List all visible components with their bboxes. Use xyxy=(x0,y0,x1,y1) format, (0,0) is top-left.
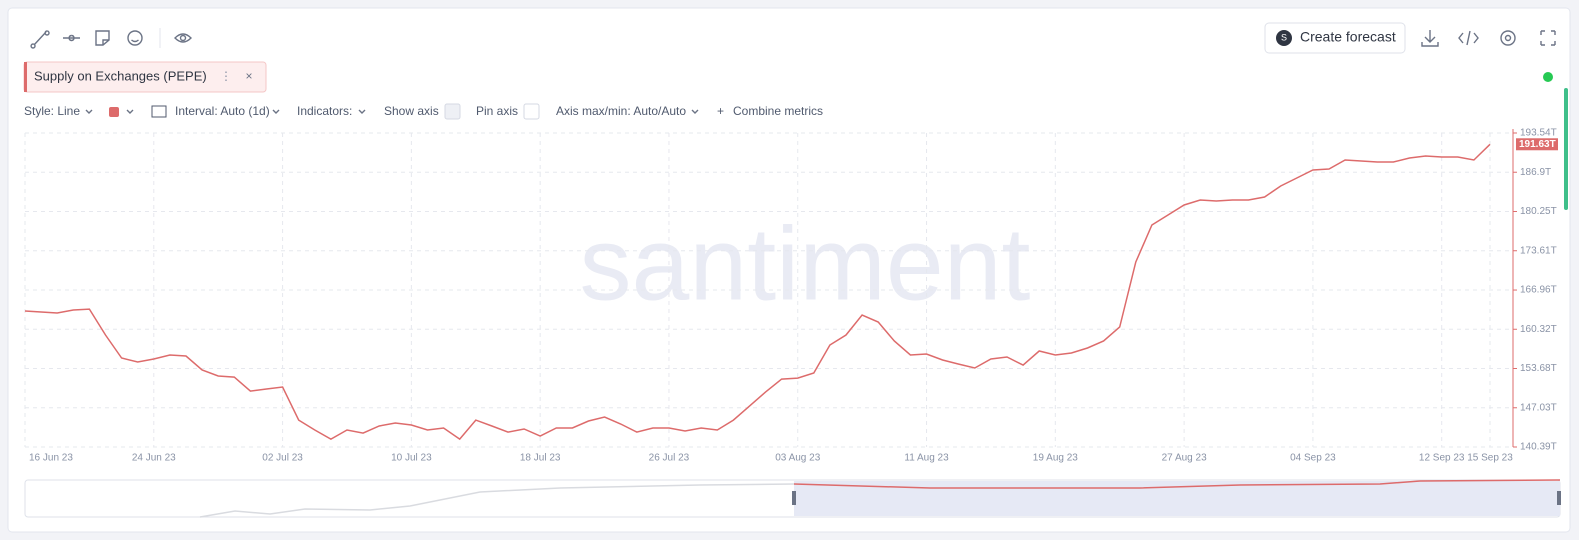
x-tick-label: 04 Sep 23 xyxy=(1290,453,1336,464)
last-value-box xyxy=(1516,138,1558,151)
svg-text:+: + xyxy=(717,104,724,118)
pin-axis-setting[interactable]: Pin axis xyxy=(476,104,518,118)
interval-setting[interactable]: Interval: Auto (1d) xyxy=(175,104,270,118)
y-tick-label: 166.96T xyxy=(1520,285,1557,296)
y-tick-label: 180.25T xyxy=(1520,206,1557,217)
show-axis-setting[interactable]: Show axis xyxy=(384,104,439,118)
card xyxy=(7,7,1571,533)
watermark: santiment xyxy=(580,206,1031,322)
x-tick-label: 19 Aug 23 xyxy=(1033,453,1078,464)
metric-name: Supply on Exchanges (PEPE) xyxy=(34,68,207,83)
sidebar-tab[interactable] xyxy=(1564,88,1568,210)
create-forecast-label: Create forecast xyxy=(1300,29,1396,45)
y-tick-label: 173.61T xyxy=(1520,245,1557,256)
style-setting[interactable]: Style: Line xyxy=(24,104,80,118)
right-tools[interactable] xyxy=(1421,30,1556,47)
status-dot xyxy=(1543,72,1553,82)
y-tick-label: 193.54T xyxy=(1520,128,1557,139)
svg-text:S: S xyxy=(1281,32,1287,42)
x-tick-label: 24 Jun 23 xyxy=(132,453,176,464)
last-value-label: 191.63T xyxy=(1519,139,1556,150)
x-tick-label: 16 Jun 23 xyxy=(29,453,73,464)
combine-metrics[interactable]: Combine metrics xyxy=(733,104,823,118)
x-tick-label: 27 Aug 23 xyxy=(1162,453,1207,464)
y-tick-label: 140.39T xyxy=(1520,442,1557,453)
x-tick-label: 11 Aug 23 xyxy=(904,453,949,464)
x-tick-label: 12 Sep 23 xyxy=(1419,453,1465,464)
y-tick-label: 153.68T xyxy=(1520,363,1557,374)
x-tick-label: 03 Aug 23 xyxy=(775,453,820,464)
x-tick-label: 26 Jul 23 xyxy=(649,453,690,464)
x-tick-label: 02 Jul 23 xyxy=(262,453,303,464)
series-line xyxy=(24,143,1491,441)
y-tick-label: 147.03T xyxy=(1520,402,1557,413)
navigator[interactable] xyxy=(24,479,1561,518)
create-forecast-button[interactable]: S Create forecast xyxy=(1264,22,1406,54)
settings-row[interactable]: Style: Line Interval: Auto (1d) Indicato… xyxy=(24,103,823,120)
indicators-setting[interactable]: Indicators: xyxy=(297,104,352,118)
x-tick-label: 18 Jul 23 xyxy=(520,453,561,464)
y-tick-label: 186.9T xyxy=(1520,167,1551,178)
x-tick-label: 10 Jul 23 xyxy=(391,453,432,464)
drawing-tools[interactable] xyxy=(30,28,192,49)
x-tick-label: 15 Sep 23 xyxy=(1467,453,1513,464)
svg-text:⋮: ⋮ xyxy=(220,69,232,83)
svg-text:×: × xyxy=(245,69,252,83)
axis-range-setting[interactable]: Axis max/min: Auto/Auto xyxy=(556,104,686,118)
plot: 140.39T 147.03T 153.68T 160.32T 166.96T 173.6… xyxy=(24,128,1558,464)
metric-chip[interactable]: Supply on Exchanges (PEPE) ⋮ × xyxy=(23,61,267,93)
y-tick-label: 160.32T xyxy=(1520,324,1557,335)
